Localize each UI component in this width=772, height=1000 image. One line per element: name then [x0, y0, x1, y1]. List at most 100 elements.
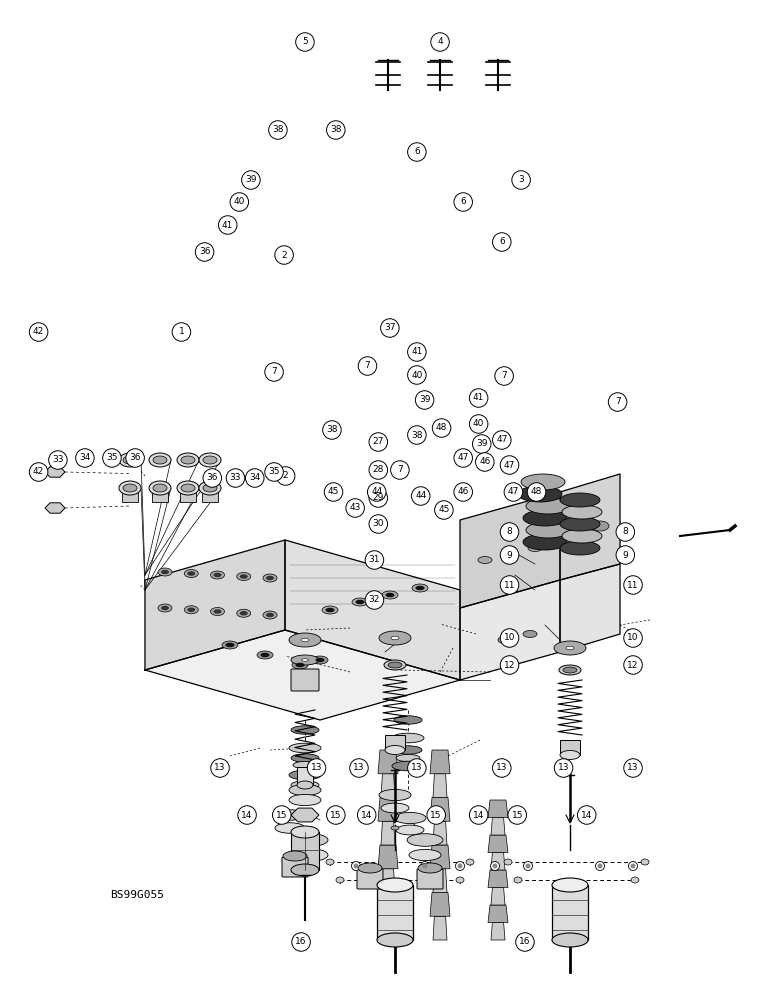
Text: 13: 13	[496, 764, 507, 772]
Ellipse shape	[266, 613, 274, 617]
Ellipse shape	[237, 572, 251, 580]
Ellipse shape	[291, 826, 319, 838]
Polygon shape	[433, 869, 447, 892]
Text: 12: 12	[628, 660, 638, 670]
Polygon shape	[491, 888, 505, 905]
Ellipse shape	[289, 794, 321, 806]
FancyBboxPatch shape	[560, 740, 580, 755]
Polygon shape	[45, 503, 65, 513]
Polygon shape	[285, 540, 460, 680]
Circle shape	[408, 759, 426, 777]
Ellipse shape	[199, 481, 221, 495]
Circle shape	[327, 806, 345, 824]
Circle shape	[346, 499, 364, 517]
Circle shape	[365, 591, 384, 609]
Polygon shape	[381, 916, 395, 940]
Ellipse shape	[523, 861, 533, 870]
Ellipse shape	[161, 606, 169, 610]
Ellipse shape	[275, 823, 305, 833]
Ellipse shape	[391, 636, 399, 640]
Text: 6: 6	[460, 198, 466, 207]
Ellipse shape	[297, 781, 313, 789]
Ellipse shape	[388, 662, 402, 668]
Circle shape	[472, 435, 491, 453]
Circle shape	[327, 121, 345, 139]
Ellipse shape	[351, 861, 361, 870]
Circle shape	[350, 759, 368, 777]
Circle shape	[126, 449, 144, 467]
Ellipse shape	[412, 584, 428, 592]
FancyBboxPatch shape	[291, 832, 319, 870]
Circle shape	[624, 759, 642, 777]
Ellipse shape	[352, 598, 368, 606]
Ellipse shape	[554, 641, 586, 655]
Text: 11: 11	[504, 580, 515, 589]
Ellipse shape	[566, 646, 574, 650]
Ellipse shape	[415, 586, 425, 590]
Circle shape	[469, 389, 488, 407]
FancyBboxPatch shape	[377, 885, 413, 940]
Text: 15: 15	[512, 810, 523, 820]
Ellipse shape	[526, 522, 570, 538]
Circle shape	[493, 233, 511, 251]
Ellipse shape	[394, 746, 422, 754]
Text: 7: 7	[397, 466, 403, 475]
Text: 42: 42	[33, 328, 44, 336]
Circle shape	[500, 576, 519, 594]
Circle shape	[624, 656, 642, 674]
Circle shape	[369, 433, 388, 451]
Circle shape	[103, 449, 121, 467]
Circle shape	[504, 483, 523, 501]
Ellipse shape	[153, 484, 167, 492]
Polygon shape	[145, 540, 285, 670]
Text: 13: 13	[411, 764, 422, 772]
Circle shape	[454, 449, 472, 467]
Ellipse shape	[409, 849, 441, 861]
Polygon shape	[560, 564, 620, 652]
Ellipse shape	[560, 517, 600, 531]
Text: 2: 2	[283, 472, 289, 481]
Ellipse shape	[456, 877, 464, 883]
Ellipse shape	[293, 761, 317, 769]
Ellipse shape	[377, 933, 413, 947]
Text: 33: 33	[230, 474, 241, 483]
Circle shape	[500, 656, 519, 674]
Text: 34: 34	[80, 454, 90, 462]
Text: 40: 40	[411, 370, 422, 379]
Ellipse shape	[292, 849, 328, 861]
Text: 29: 29	[373, 493, 384, 502]
Circle shape	[273, 806, 291, 824]
Text: 37: 37	[384, 324, 395, 332]
Ellipse shape	[292, 661, 308, 669]
Ellipse shape	[394, 812, 426, 824]
Text: 39: 39	[476, 440, 487, 448]
Circle shape	[454, 483, 472, 501]
Text: 10: 10	[628, 634, 638, 643]
FancyBboxPatch shape	[291, 669, 319, 691]
Ellipse shape	[266, 576, 274, 580]
Ellipse shape	[203, 484, 217, 492]
Polygon shape	[433, 916, 447, 940]
Ellipse shape	[523, 510, 567, 526]
Text: 14: 14	[361, 810, 372, 820]
Circle shape	[500, 523, 519, 541]
Text: 36: 36	[207, 474, 218, 483]
FancyBboxPatch shape	[282, 857, 308, 877]
Circle shape	[512, 171, 530, 189]
Text: 45: 45	[438, 506, 449, 514]
Circle shape	[296, 33, 314, 51]
Ellipse shape	[181, 456, 195, 464]
Circle shape	[577, 806, 596, 824]
Circle shape	[358, 357, 377, 375]
Ellipse shape	[199, 453, 221, 467]
FancyBboxPatch shape	[180, 488, 196, 502]
Polygon shape	[381, 821, 395, 845]
Ellipse shape	[336, 877, 344, 883]
Ellipse shape	[392, 761, 424, 771]
Ellipse shape	[641, 859, 649, 865]
Ellipse shape	[289, 743, 321, 753]
Circle shape	[616, 546, 635, 564]
Ellipse shape	[381, 803, 409, 813]
Ellipse shape	[518, 486, 562, 502]
Polygon shape	[381, 774, 395, 798]
